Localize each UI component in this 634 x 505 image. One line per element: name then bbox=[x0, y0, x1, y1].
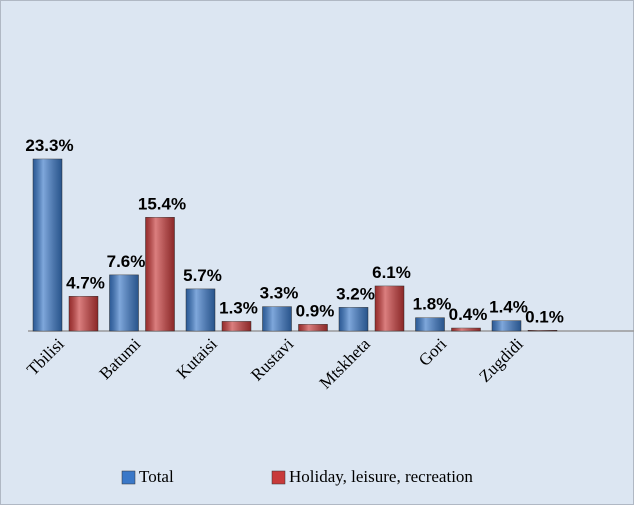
legend-swatch bbox=[121, 470, 136, 485]
value-label: 7.6% bbox=[107, 252, 146, 271]
legend-label: Holiday, leisure, recreation bbox=[289, 467, 473, 486]
value-label: 15.4% bbox=[138, 194, 186, 213]
value-label: 6.1% bbox=[372, 263, 411, 282]
bar-shine bbox=[262, 306, 292, 331]
bar-shine bbox=[186, 288, 215, 331]
bar-shine bbox=[222, 321, 251, 331]
bar-shine bbox=[451, 328, 481, 331]
value-label: 3.2% bbox=[336, 284, 375, 303]
bar-shine bbox=[528, 330, 557, 331]
bar-shine bbox=[415, 317, 445, 331]
legend-label: Total bbox=[139, 467, 174, 486]
value-label: 0.1% bbox=[525, 307, 564, 326]
value-label: 0.9% bbox=[296, 301, 335, 320]
bar-shine bbox=[339, 307, 368, 331]
bar-shine bbox=[145, 217, 175, 331]
value-label: 3.3% bbox=[260, 284, 299, 303]
bar-shine bbox=[69, 296, 98, 331]
value-label: 4.7% bbox=[66, 273, 105, 292]
value-label: 1.3% bbox=[219, 298, 258, 317]
bar-shine bbox=[33, 159, 62, 331]
value-label: 1.4% bbox=[489, 298, 528, 317]
value-label: 5.7% bbox=[183, 266, 222, 285]
value-label: 0.4% bbox=[449, 305, 488, 324]
legend-swatch bbox=[271, 470, 286, 485]
bar-shine bbox=[375, 285, 404, 331]
value-label: 1.8% bbox=[413, 295, 452, 314]
bar-shine bbox=[298, 324, 328, 331]
value-label: 23.3% bbox=[25, 136, 73, 155]
bar-shine bbox=[492, 320, 521, 331]
bar-shine bbox=[109, 274, 139, 331]
